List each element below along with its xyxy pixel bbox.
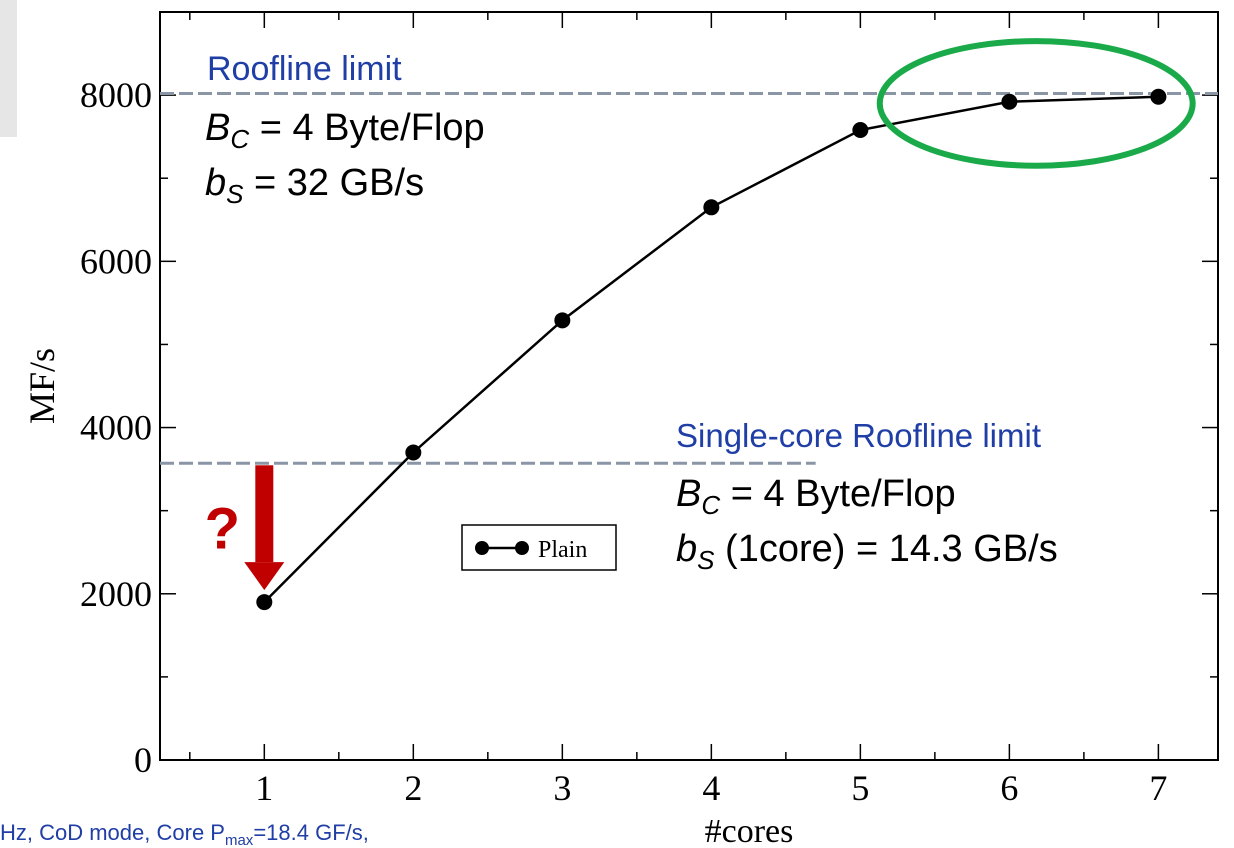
bc-symbol: B: [676, 473, 701, 515]
bs-value: (1core) = 14.3 GB/s: [714, 528, 1057, 570]
data-point: [1150, 88, 1167, 105]
footnote-part1: Hz, CoD mode, Core P: [0, 820, 225, 845]
bs-subscript: S: [697, 545, 715, 575]
side-panel-fragment: [0, 0, 17, 137]
bc-subscript: C: [230, 124, 249, 154]
y-tick-label: 0: [134, 740, 152, 780]
y-tick-label: 8000: [80, 75, 152, 115]
bs-value: = 32 GB/s: [243, 162, 424, 204]
y-tick-label: 2000: [80, 574, 152, 614]
y-tick-label: 6000: [80, 241, 152, 281]
data-point: [405, 444, 422, 461]
legend-label: Plain: [538, 537, 587, 563]
question-mark: ?: [205, 496, 240, 561]
x-tick-label: 6: [1000, 768, 1018, 808]
bs-subscript: S: [226, 179, 244, 209]
data-point: [703, 199, 720, 216]
x-axis-label: #cores: [705, 813, 794, 848]
red-arrow-head: [244, 562, 285, 591]
x-tick-label: 7: [1149, 768, 1167, 808]
footnote-subscript: max: [225, 832, 254, 848]
x-tick-label: 5: [851, 768, 869, 808]
bc-value: = 4 Byte/Flop: [720, 473, 956, 515]
footnote-part2: =18.4 GF/s,: [253, 820, 369, 845]
single-core-title: Single-core Roofline limit: [676, 417, 1041, 454]
bc-symbol: B: [205, 107, 230, 149]
bc-value: = 4 Byte/Flop: [249, 107, 485, 149]
x-tick-label: 2: [404, 768, 422, 808]
bc-subscript: C: [701, 490, 720, 520]
roofline-bc-label: BC = 4 Byte/Flop: [205, 107, 485, 154]
plot-frame: [159, 11, 1219, 761]
legend-marker: [475, 541, 489, 555]
y-axis-label: MF/s: [22, 348, 62, 424]
bs-symbol: b: [676, 528, 697, 570]
x-tick-label: 3: [553, 768, 571, 808]
roofline-bs-label: bS = 32 GB/s: [205, 162, 424, 209]
single-core-bc-label: BC = 4 Byte/Flop: [676, 473, 956, 520]
data-point: [852, 122, 869, 139]
y-tick-label: 4000: [80, 408, 152, 448]
data-point: [1001, 93, 1018, 110]
single-core-bs-label: bS (1core) = 14.3 GB/s: [676, 528, 1058, 575]
bs-symbol: b: [205, 162, 226, 204]
x-tick-label: 1: [255, 768, 273, 808]
data-point: [554, 312, 571, 329]
green-ellipse-highlight: [876, 38, 1196, 169]
x-tick-label: 4: [702, 768, 720, 808]
data-point: [256, 594, 273, 611]
legend: Plain: [461, 524, 617, 571]
legend-marker: [515, 541, 529, 555]
roofline-title: Roofline limit: [207, 50, 402, 88]
footnote-text: Hz, CoD mode, Core Pmax=18.4 GF/s,: [0, 820, 369, 848]
red-arrow-shaft: [255, 465, 274, 563]
